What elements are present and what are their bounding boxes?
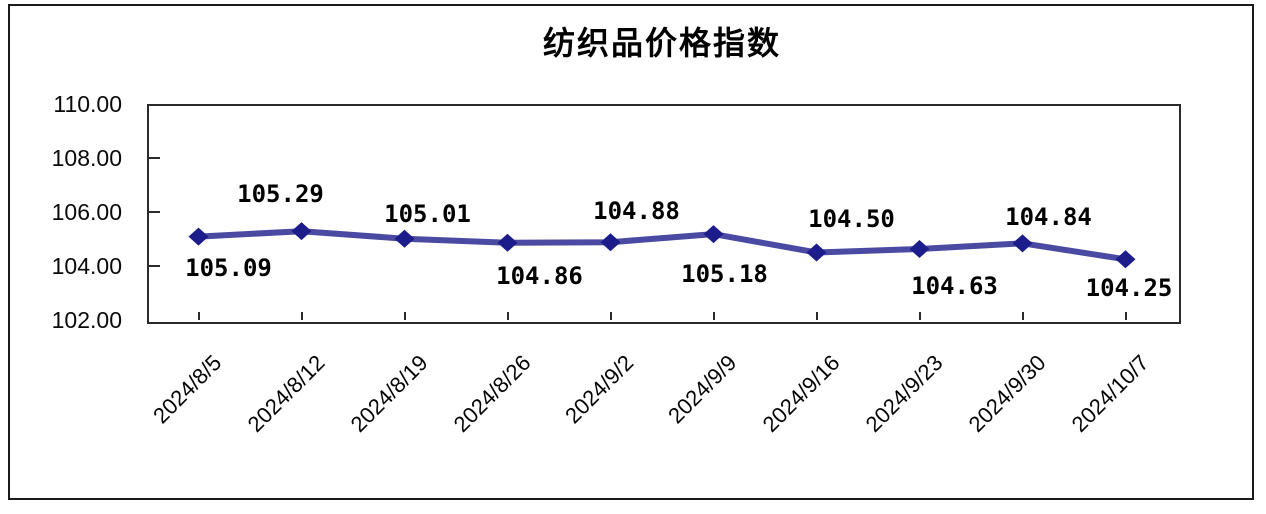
- y-tick-label: 104.00: [51, 253, 122, 279]
- x-tick-mark: [1124, 312, 1127, 320]
- x-tick-mark: [197, 312, 200, 320]
- data-label: 105.29: [237, 180, 324, 209]
- y-tick-mark: [149, 211, 160, 213]
- chart-title: 纺织品价格指数: [542, 25, 781, 61]
- data-label: 104.25: [1085, 274, 1173, 303]
- x-tick-mark: [609, 312, 612, 320]
- y-tick-label: 102.00: [51, 307, 122, 333]
- data-label: 104.84: [1005, 203, 1092, 232]
- y-tick-mark: [149, 265, 160, 267]
- plot-area: [147, 104, 1181, 324]
- y-tick-label: 110.00: [53, 91, 122, 117]
- x-tick-mark: [918, 312, 921, 320]
- y-tick-mark: [149, 157, 160, 159]
- y-tick-label: 108.00: [51, 145, 122, 171]
- y-tick-label: 106.00: [51, 199, 122, 225]
- x-tick-mark: [403, 312, 406, 320]
- x-tick-mark: [815, 312, 818, 320]
- data-label: 105.09: [185, 253, 272, 282]
- data-label: 105.01: [384, 199, 471, 228]
- x-tick-mark: [506, 312, 509, 320]
- data-label: 104.88: [593, 197, 680, 226]
- x-tick-mark: [300, 312, 303, 320]
- x-tick-mark: [1021, 312, 1024, 320]
- data-label: 104.50: [808, 204, 895, 233]
- data-label: 105.18: [681, 260, 768, 289]
- x-tick-mark: [712, 312, 715, 320]
- data-label: 104.86: [496, 261, 583, 290]
- data-label: 104.63: [911, 271, 998, 300]
